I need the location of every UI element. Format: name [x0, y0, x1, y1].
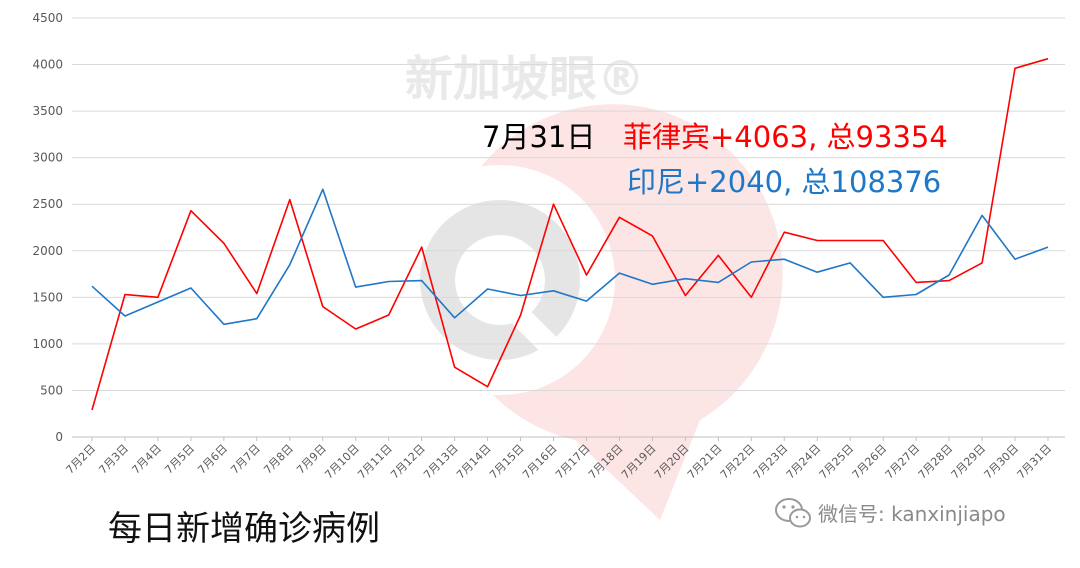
- x-tick-label: 7月11日: [355, 442, 395, 482]
- x-tick-label: 7月13日: [421, 442, 461, 482]
- x-tick-label: 7月31日: [1015, 442, 1055, 482]
- x-axis-ticks: 7月2日7月3日7月4日7月5日7月6日7月7日7月8日7月9日7月10日7月1…: [63, 437, 1054, 482]
- x-tick-label: 7月23日: [751, 442, 791, 482]
- y-tick-label: 0: [55, 430, 63, 444]
- y-tick-label: 3000: [32, 151, 63, 165]
- x-tick-label: 7月26日: [850, 442, 890, 482]
- y-axis-ticks: 0 500 1000 1500 2000 2500 3000 3500 4000 4500: [32, 11, 63, 444]
- x-tick-label: 7月16日: [520, 442, 560, 482]
- y-tick-label: 3500: [32, 104, 63, 118]
- x-tick-label: 7月30日: [982, 442, 1022, 482]
- x-tick-label: 7月6日: [195, 442, 230, 477]
- x-tick-label: 7月21日: [685, 442, 725, 482]
- y-tick-label: 4000: [32, 58, 63, 72]
- x-tick-label: 7月15日: [487, 442, 527, 482]
- x-tick-label: 7月14日: [454, 442, 494, 482]
- x-tick-label: 7月27日: [883, 442, 923, 482]
- x-tick-label: 7月8日: [261, 442, 296, 477]
- x-tick-label: 7月28日: [916, 442, 956, 482]
- watermark-text: 新加坡眼®: [405, 51, 645, 107]
- series-group: [91, 57, 1049, 411]
- x-tick-label: 7月24日: [784, 442, 824, 482]
- x-tick-label: 7月10日: [322, 442, 362, 482]
- x-tick-label: 7月2日: [63, 442, 98, 477]
- x-tick-label: 7月22日: [718, 442, 758, 482]
- series-line-indonesia: [91, 188, 1049, 326]
- x-tick-label: 7月29日: [949, 442, 989, 482]
- y-tick-label: 4500: [32, 11, 63, 25]
- x-tick-label: 7月3日: [96, 442, 131, 477]
- watermark-logo: 新加坡眼®: [385, 51, 783, 520]
- gridlines: [72, 17, 1065, 438]
- y-tick-label: 1000: [32, 337, 63, 351]
- y-tick-label: 1500: [32, 290, 63, 304]
- wechat-icon: [775, 498, 811, 528]
- x-tick-label: 7月25日: [817, 442, 857, 482]
- y-tick-label: 2500: [32, 197, 63, 211]
- annotation-date: 7月31日: [482, 120, 595, 154]
- x-tick-label: 7月17日: [553, 442, 593, 482]
- x-tick-label: 7月5日: [162, 442, 197, 477]
- x-tick-label: 7月12日: [388, 442, 428, 482]
- series-line-philippines: [91, 57, 1049, 411]
- x-tick-label: 7月7日: [228, 442, 263, 477]
- wechat-id: 微信号: kanxinjiapo: [818, 502, 1006, 526]
- chart-caption: 每日新增确诊病例: [108, 509, 380, 549]
- annotation-philippines: 菲律宾+4063, 总93354: [623, 120, 948, 154]
- y-tick-label: 2000: [32, 244, 63, 258]
- y-tick-label: 500: [40, 383, 63, 397]
- annotation-indonesia: 印尼+2040, 总108376: [627, 165, 941, 199]
- x-tick-label: 7月4日: [129, 442, 164, 477]
